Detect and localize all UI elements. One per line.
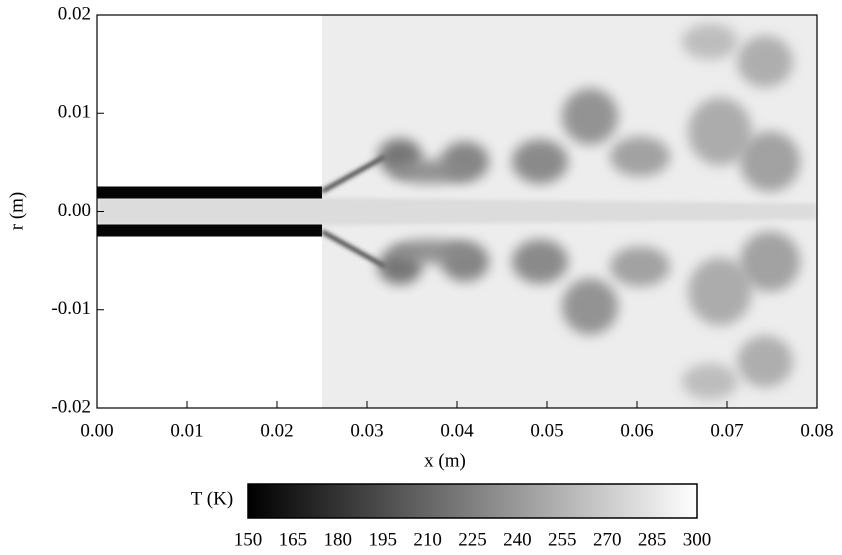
vortex: [390, 239, 470, 264]
vortex: [682, 23, 738, 60]
colorbar-label: T (K): [191, 488, 233, 509]
x-tick-label: 0.00: [80, 420, 113, 441]
x-tick-label: 0.07: [710, 420, 743, 441]
y-tick-label: -0.02: [51, 396, 91, 417]
colorbar-tick-label: 180: [324, 529, 353, 550]
x-tick-label: 0.02: [260, 420, 293, 441]
vortex: [737, 335, 793, 388]
y-tick-label: 0.00: [58, 200, 91, 221]
x-axis-title: x (m): [424, 450, 466, 471]
y-axis-title: r (m): [6, 192, 27, 231]
colorbar-tick-label: 210: [413, 529, 442, 550]
colorbar-tick-label: 240: [503, 529, 532, 550]
vortex: [682, 363, 738, 400]
colorbar-tick-label: 285: [638, 529, 667, 550]
vortex: [610, 136, 670, 177]
shear-layer: [321, 229, 386, 269]
nozzle-wall: [97, 186, 322, 199]
colorbar-tick-label: 165: [279, 529, 308, 550]
vortex: [390, 159, 470, 184]
vortex: [740, 231, 800, 292]
colorbar-tick-label: 150: [234, 529, 263, 550]
x-tick-label: 0.08: [800, 420, 833, 441]
colorbar-tick-label: 270: [593, 529, 622, 550]
colorbar-tick-label: 225: [458, 529, 487, 550]
vortex: [610, 246, 670, 287]
vortex: [737, 35, 793, 88]
x-tick-label: 0.03: [350, 420, 383, 441]
vortex: [562, 278, 618, 335]
colorbar-tick-label: 195: [368, 529, 397, 550]
x-tick-label: 0.05: [530, 420, 563, 441]
temperature-field: [97, 15, 817, 408]
y-tick-label: 0.02: [58, 3, 91, 24]
vortex: [512, 139, 568, 184]
x-tick-label: 0.01: [170, 420, 203, 441]
vortex: [688, 257, 752, 326]
nozzle-wall: [97, 224, 322, 237]
x-tick-label: 0.06: [620, 420, 653, 441]
shear-layer: [321, 154, 386, 194]
y-tick-label: 0.01: [58, 102, 91, 123]
colorbar-tick-label: 300: [683, 529, 712, 550]
x-tick-label: 0.04: [440, 420, 474, 441]
colorbar-tick-label: 255: [548, 529, 577, 550]
y-tick-label: -0.01: [51, 298, 91, 319]
vortex: [562, 88, 618, 145]
vortex: [688, 97, 752, 166]
vortex: [512, 239, 568, 284]
colorbar: [247, 483, 698, 519]
vortex: [740, 131, 800, 192]
